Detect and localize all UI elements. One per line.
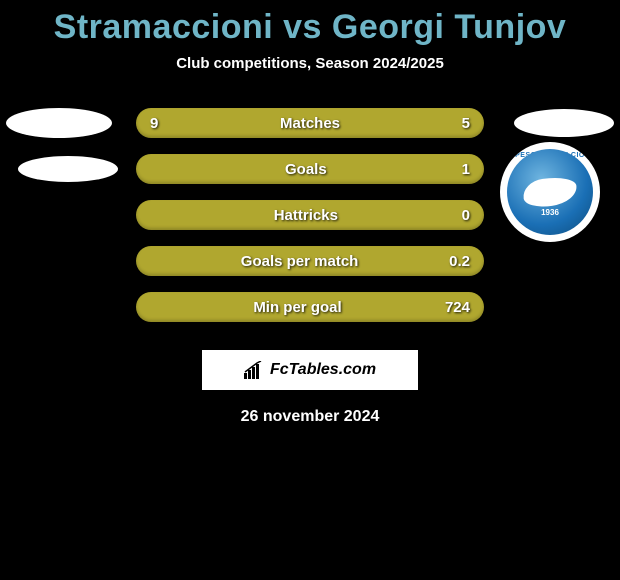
right-value: 0 xyxy=(462,207,470,224)
right-ellipse xyxy=(514,109,614,137)
stat-row: Goals per match 0.2 xyxy=(0,238,620,284)
branding-text: FcTables.com xyxy=(270,361,376,379)
right-value: 5 xyxy=(462,115,470,132)
club-badge: PESCARA CALCIO 1936 xyxy=(500,142,600,242)
comparison-infographic: Stramaccioni vs Georgi Tunjov Club compe… xyxy=(0,0,620,426)
stat-label: Matches xyxy=(280,115,340,132)
chart-icon xyxy=(244,361,266,379)
left-value: 9 xyxy=(150,115,158,132)
stat-bar: Hattricks 0 xyxy=(136,200,484,230)
stat-label: Min per goal xyxy=(253,299,341,316)
subtitle: Club competitions, Season 2024/2025 xyxy=(0,55,620,72)
page-title: Stramaccioni vs Georgi Tunjov xyxy=(0,8,620,47)
branding-box: FcTables.com xyxy=(202,350,418,390)
stat-bar: Goals per match 0.2 xyxy=(136,246,484,276)
stat-bar: Goals 1 xyxy=(136,154,484,184)
stat-label: Hattricks xyxy=(274,207,338,224)
stat-rows: 9 Matches 5 Goals 1 Hattricks 0 xyxy=(0,100,620,330)
right-value: 0.2 xyxy=(449,253,470,270)
stat-row: 9 Matches 5 xyxy=(0,100,620,146)
stat-bar: 9 Matches 5 xyxy=(136,108,484,138)
right-value: 1 xyxy=(462,161,470,178)
stat-row: Min per goal 724 xyxy=(0,284,620,330)
right-value: 724 xyxy=(445,299,470,316)
stat-label: Goals per match xyxy=(241,253,359,270)
badge-layer: PESCARA CALCIO 1936 xyxy=(480,146,620,238)
club-inner: 1936 xyxy=(507,149,593,235)
left-ellipse xyxy=(6,108,112,138)
club-year: 1936 xyxy=(507,208,593,217)
date-text: 26 november 2024 xyxy=(0,408,620,426)
stat-label: Goals xyxy=(285,161,327,178)
left-ellipse xyxy=(18,156,118,182)
stat-bar: Min per goal 724 xyxy=(136,292,484,322)
dolphin-icon xyxy=(521,174,578,209)
